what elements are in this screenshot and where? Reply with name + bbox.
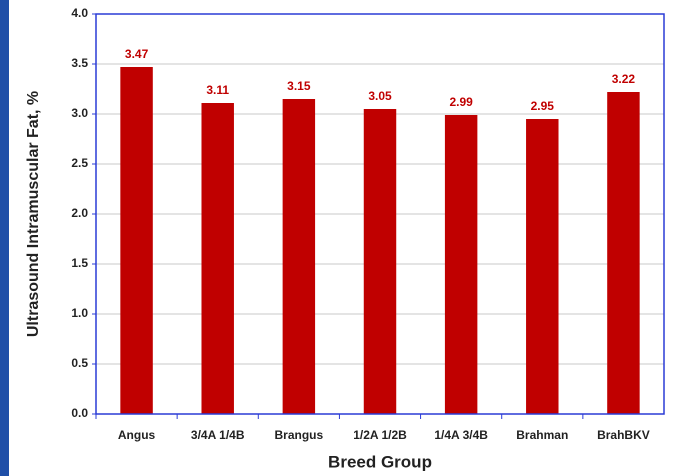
y-tick-label: 3.0 — [71, 106, 88, 120]
data-label: 2.99 — [449, 95, 473, 109]
bar — [120, 67, 153, 414]
data-label: 3.05 — [368, 89, 392, 103]
y-tick-label: 1.0 — [71, 306, 88, 320]
x-axis-label: Breed Group — [328, 452, 432, 471]
slide-edge — [0, 0, 9, 476]
data-label: 3.11 — [206, 83, 229, 97]
data-label: 2.95 — [531, 99, 555, 113]
data-label: 3.22 — [612, 72, 636, 86]
x-tick-label: BrahBKV — [597, 428, 650, 442]
x-tick-label: 1/2A 1/2B — [353, 428, 407, 442]
x-tick-label: Brangus — [275, 428, 324, 442]
x-tick-label: 3/4A 1/4B — [191, 428, 245, 442]
bar — [526, 119, 559, 414]
plot-border — [95, 13, 665, 415]
bar — [282, 99, 316, 414]
bar — [201, 103, 234, 414]
bar — [607, 92, 640, 414]
data-label: 3.15 — [287, 79, 311, 93]
x-tick-label: Brahman — [516, 428, 568, 442]
x-tick-label: 1/4A 3/4B — [434, 428, 488, 442]
y-tick-label: 1.5 — [71, 256, 88, 270]
y-tick-label: 2.5 — [71, 156, 88, 170]
data-label: 3.47 — [125, 47, 149, 61]
y-tick-label: 0.0 — [71, 406, 88, 420]
bar — [363, 109, 397, 414]
y-axis-label: Ultrasound Intramuscular Fat, % — [25, 91, 42, 337]
x-tick-label: Angus — [118, 428, 156, 442]
y-tick-label: 3.5 — [71, 56, 88, 70]
y-tick-label: 4.0 — [71, 6, 88, 20]
y-tick-label: 0.5 — [71, 356, 88, 370]
bar — [444, 115, 478, 414]
y-tick-label: 2.0 — [71, 206, 88, 220]
